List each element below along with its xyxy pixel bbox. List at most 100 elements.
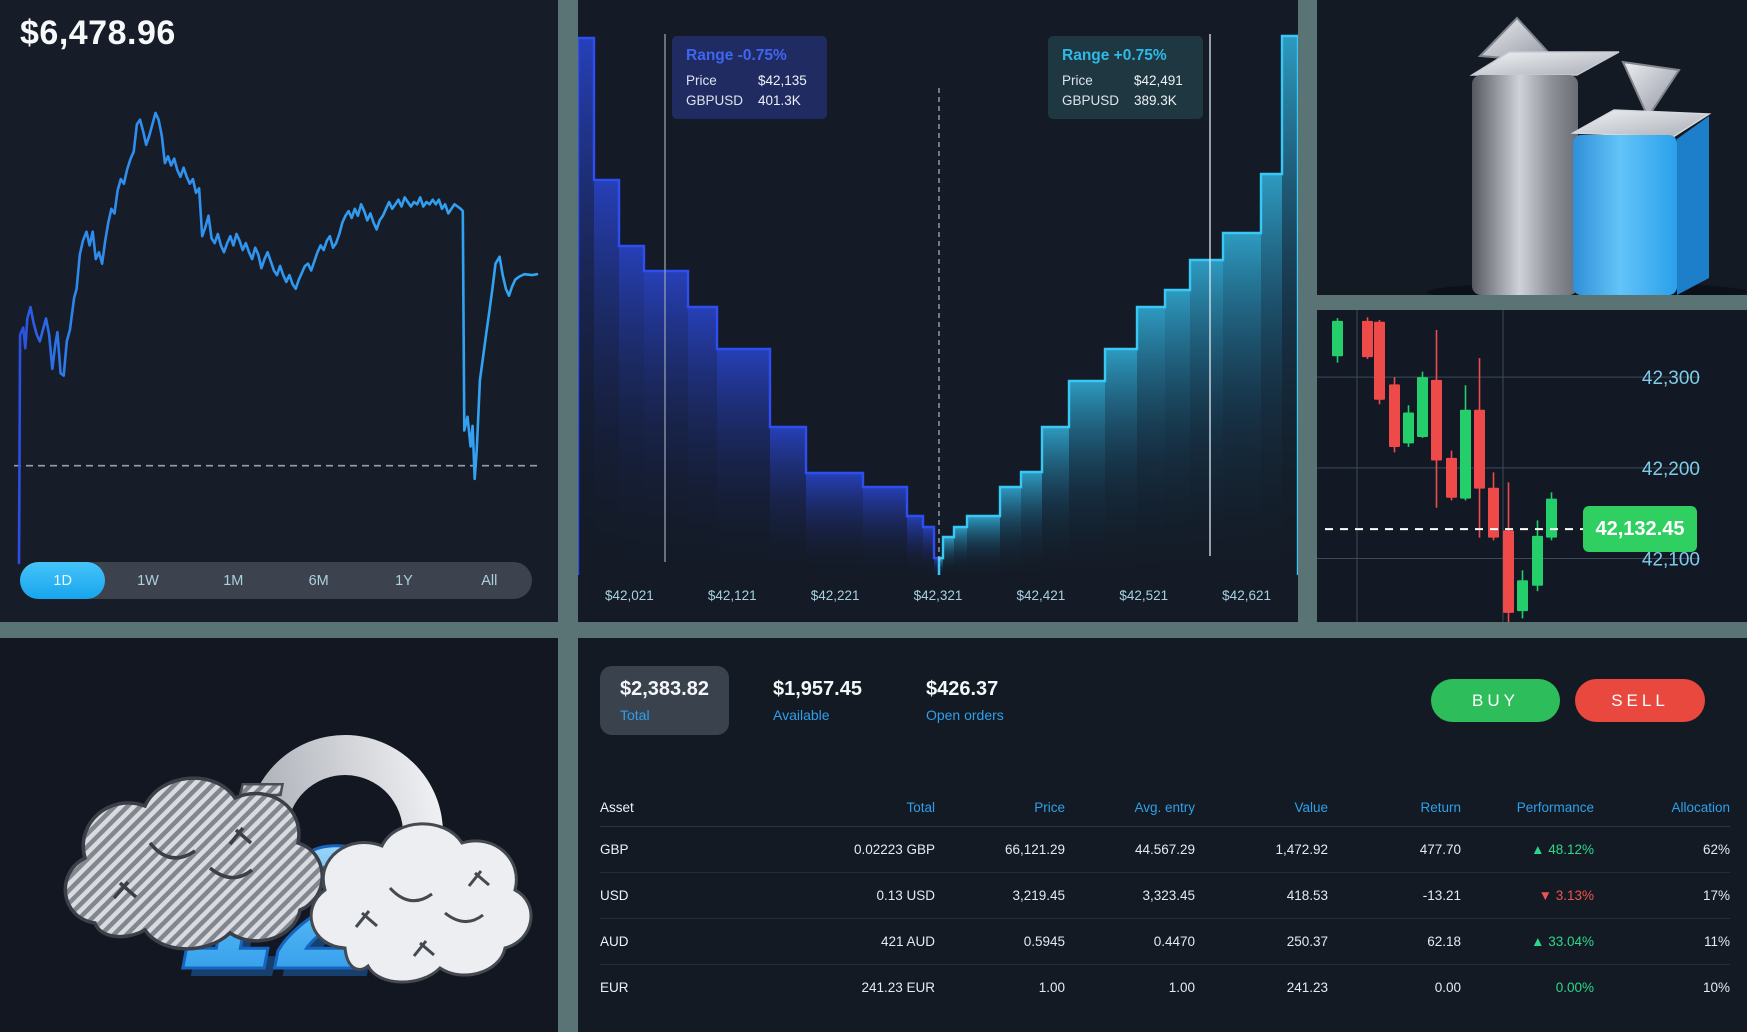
candle-body [1474, 409, 1485, 489]
cell-performance: 0.00% [1555, 980, 1594, 995]
timeframe-6m[interactable]: 6M [308, 572, 329, 589]
ask-tooltip-label: Price [1062, 73, 1093, 88]
bars-illustration-panel [1317, 0, 1747, 295]
ask-range-tooltip: Range +0.75% Price $42,491 GBPUSD 389.3K [1048, 36, 1203, 119]
candle-price-tick: 42,100 [1642, 550, 1700, 571]
candle-body [1332, 320, 1343, 357]
cell-asset: GBP [600, 842, 629, 857]
cell-return: 477.70 [1419, 842, 1461, 857]
table-row-gbp[interactable]: GBP 0.02223 GBP 66,121.29 44.567.29 1,472.92… [600, 827, 1730, 873]
current-price-badge: 42,132.45 [1583, 506, 1697, 552]
sell-button[interactable]: SELL [1575, 679, 1705, 722]
cell-total: 241.23 EUR [861, 980, 935, 995]
cell-allocation: 11% [1703, 934, 1730, 949]
candle-body [1374, 321, 1385, 400]
cell-price: 66,121.29 [1004, 842, 1065, 857]
cell-avg-entry: 1.00 [1168, 980, 1195, 995]
portfolio-price-line [17, 111, 539, 565]
timeframe-1y[interactable]: 1Y [395, 572, 413, 589]
column-header-total: Total [906, 799, 935, 815]
cell-allocation: 17% [1702, 888, 1730, 903]
summary-label: Total [620, 707, 650, 723]
account-summary: $2,383.82 Total $1,957.45 Available $426.37 O… [600, 666, 1024, 735]
cell-asset: AUD [600, 934, 629, 949]
column-header-price: Price [1034, 799, 1065, 815]
cell-avg-entry: 0.4470 [1153, 934, 1195, 949]
column-header-allocation: Allocation [1671, 799, 1730, 815]
table-row-aud[interactable]: AUD 421 AUD 0.5945 0.4470 250.37 62.18 ▲ 33.04… [600, 919, 1730, 965]
summary-available: $1,957.45 Available [753, 666, 882, 735]
depth-axis-tick: $42,321 [913, 588, 963, 603]
asset-table-header: Asset Total Price Avg. entry Value Return Perf… [600, 788, 1730, 827]
table-row-eur[interactable]: EUR 241.23 EUR 1.00 1.00 241.23 0.00 0.00% 10% [600, 965, 1730, 1010]
candle-body [1446, 457, 1457, 498]
candlestick-panel: 42,300 42,200 42,100 42,132.45 [1317, 310, 1747, 622]
column-header-asset: Asset [600, 799, 634, 815]
cell-return: 62.18 [1427, 934, 1461, 949]
candle-body [1431, 379, 1442, 461]
trade-buttons: BUY SELL [1431, 679, 1705, 722]
candle-body [1503, 530, 1514, 613]
cell-value: 250.37 [1286, 934, 1328, 949]
cell-total: 0.13 USD [876, 888, 935, 903]
cell-return: 0.00 [1434, 980, 1461, 995]
depth-chart[interactable] [578, 0, 1298, 622]
cell-avg-entry: 44.567.29 [1134, 842, 1195, 857]
timeframe-1d[interactable]: 1D [20, 562, 106, 599]
cell-price: 1.00 [1038, 980, 1065, 995]
column-header-value: Value [1294, 799, 1328, 815]
bid-range-tooltip: Range -0.75% Price $42,135 GBPUSD 401.3K [672, 36, 827, 119]
depth-axis-tick: $42,621 [1222, 588, 1271, 603]
timeframe-1w[interactable]: 1W [137, 572, 159, 589]
ask-range-title: Range +0.75% [1062, 47, 1167, 64]
column-header-performance: Performance [1516, 799, 1594, 815]
candle-body [1362, 320, 1373, 358]
candle-body [1389, 384, 1400, 447]
timeframe-selector: 1D 1W 1M 6M 1Y All [20, 562, 532, 599]
ask-depth-area [937, 34, 1298, 575]
cell-avg-entry: 3,323.45 [1142, 888, 1195, 903]
buy-button[interactable]: BUY [1431, 679, 1560, 722]
table-row-usd[interactable]: USD 0.13 USD 3,219.45 3,323.45 418.53 -13.21 ▼… [600, 873, 1730, 919]
ask-tooltip-row: Price $42,491 [1062, 73, 1189, 88]
timeframe-1m[interactable]: 1M [223, 572, 244, 589]
timeframe-all[interactable]: All [481, 572, 498, 589]
summary-value: $2,383.82 [620, 678, 709, 700]
candle-body [1488, 487, 1499, 538]
cell-value: 1,472.92 [1275, 842, 1328, 857]
blue-box-side [1677, 116, 1709, 295]
white-cloud [309, 822, 533, 984]
candle-body [1532, 535, 1543, 586]
growth-bars-illustration [1427, 16, 1747, 295]
bid-tooltip-row: Price $42,135 [686, 73, 813, 88]
portfolio-line-chart[interactable] [0, 98, 558, 578]
depth-axis-tick: $42,021 [605, 588, 654, 603]
cell-value: 241.23 [1286, 980, 1328, 995]
candle-price-tick: 42,200 [1642, 459, 1700, 480]
summary-value: $1,957.45 [772, 678, 862, 700]
cell-asset: EUR [600, 980, 629, 995]
portfolio-balance: $6,478.96 [20, 14, 176, 52]
candle-price-tick: 42,300 [1642, 368, 1700, 389]
summary-open-orders: $426.37 Open orders [906, 666, 1024, 735]
cell-price: 0.5945 [1023, 934, 1065, 949]
depth-axis-tick: $42,221 [810, 588, 860, 603]
account-panel: $2,383.82 Total $1,957.45 Available $426.37 O… [578, 638, 1747, 1032]
column-header-return: Return [1420, 799, 1461, 815]
bid-tooltip-value: 401.3K [758, 93, 801, 108]
candle-body [1517, 580, 1528, 612]
cell-total: 0.02223 GBP [853, 842, 935, 857]
candlestick-chart[interactable]: 42,300 42,200 42,100 [1317, 310, 1747, 622]
blue-box-front [1573, 135, 1677, 295]
candle-body [1417, 377, 1428, 437]
bid-tooltip-label: GBPUSD [686, 93, 744, 108]
ask-tooltip-row: GBPUSD 389.3K [1062, 93, 1189, 108]
ask-tooltip-value: 389.3K [1134, 93, 1177, 108]
candle-body [1403, 412, 1414, 444]
summary-total: $2,383.82 Total [600, 666, 729, 735]
cell-performance: ▲ 33.04% [1531, 934, 1594, 949]
cell-return: -13.21 [1422, 888, 1461, 903]
depth-axis-tick: $42,121 [707, 588, 757, 603]
cell-asset: USD [600, 888, 629, 903]
cell-total: 421 AUD [880, 934, 935, 949]
